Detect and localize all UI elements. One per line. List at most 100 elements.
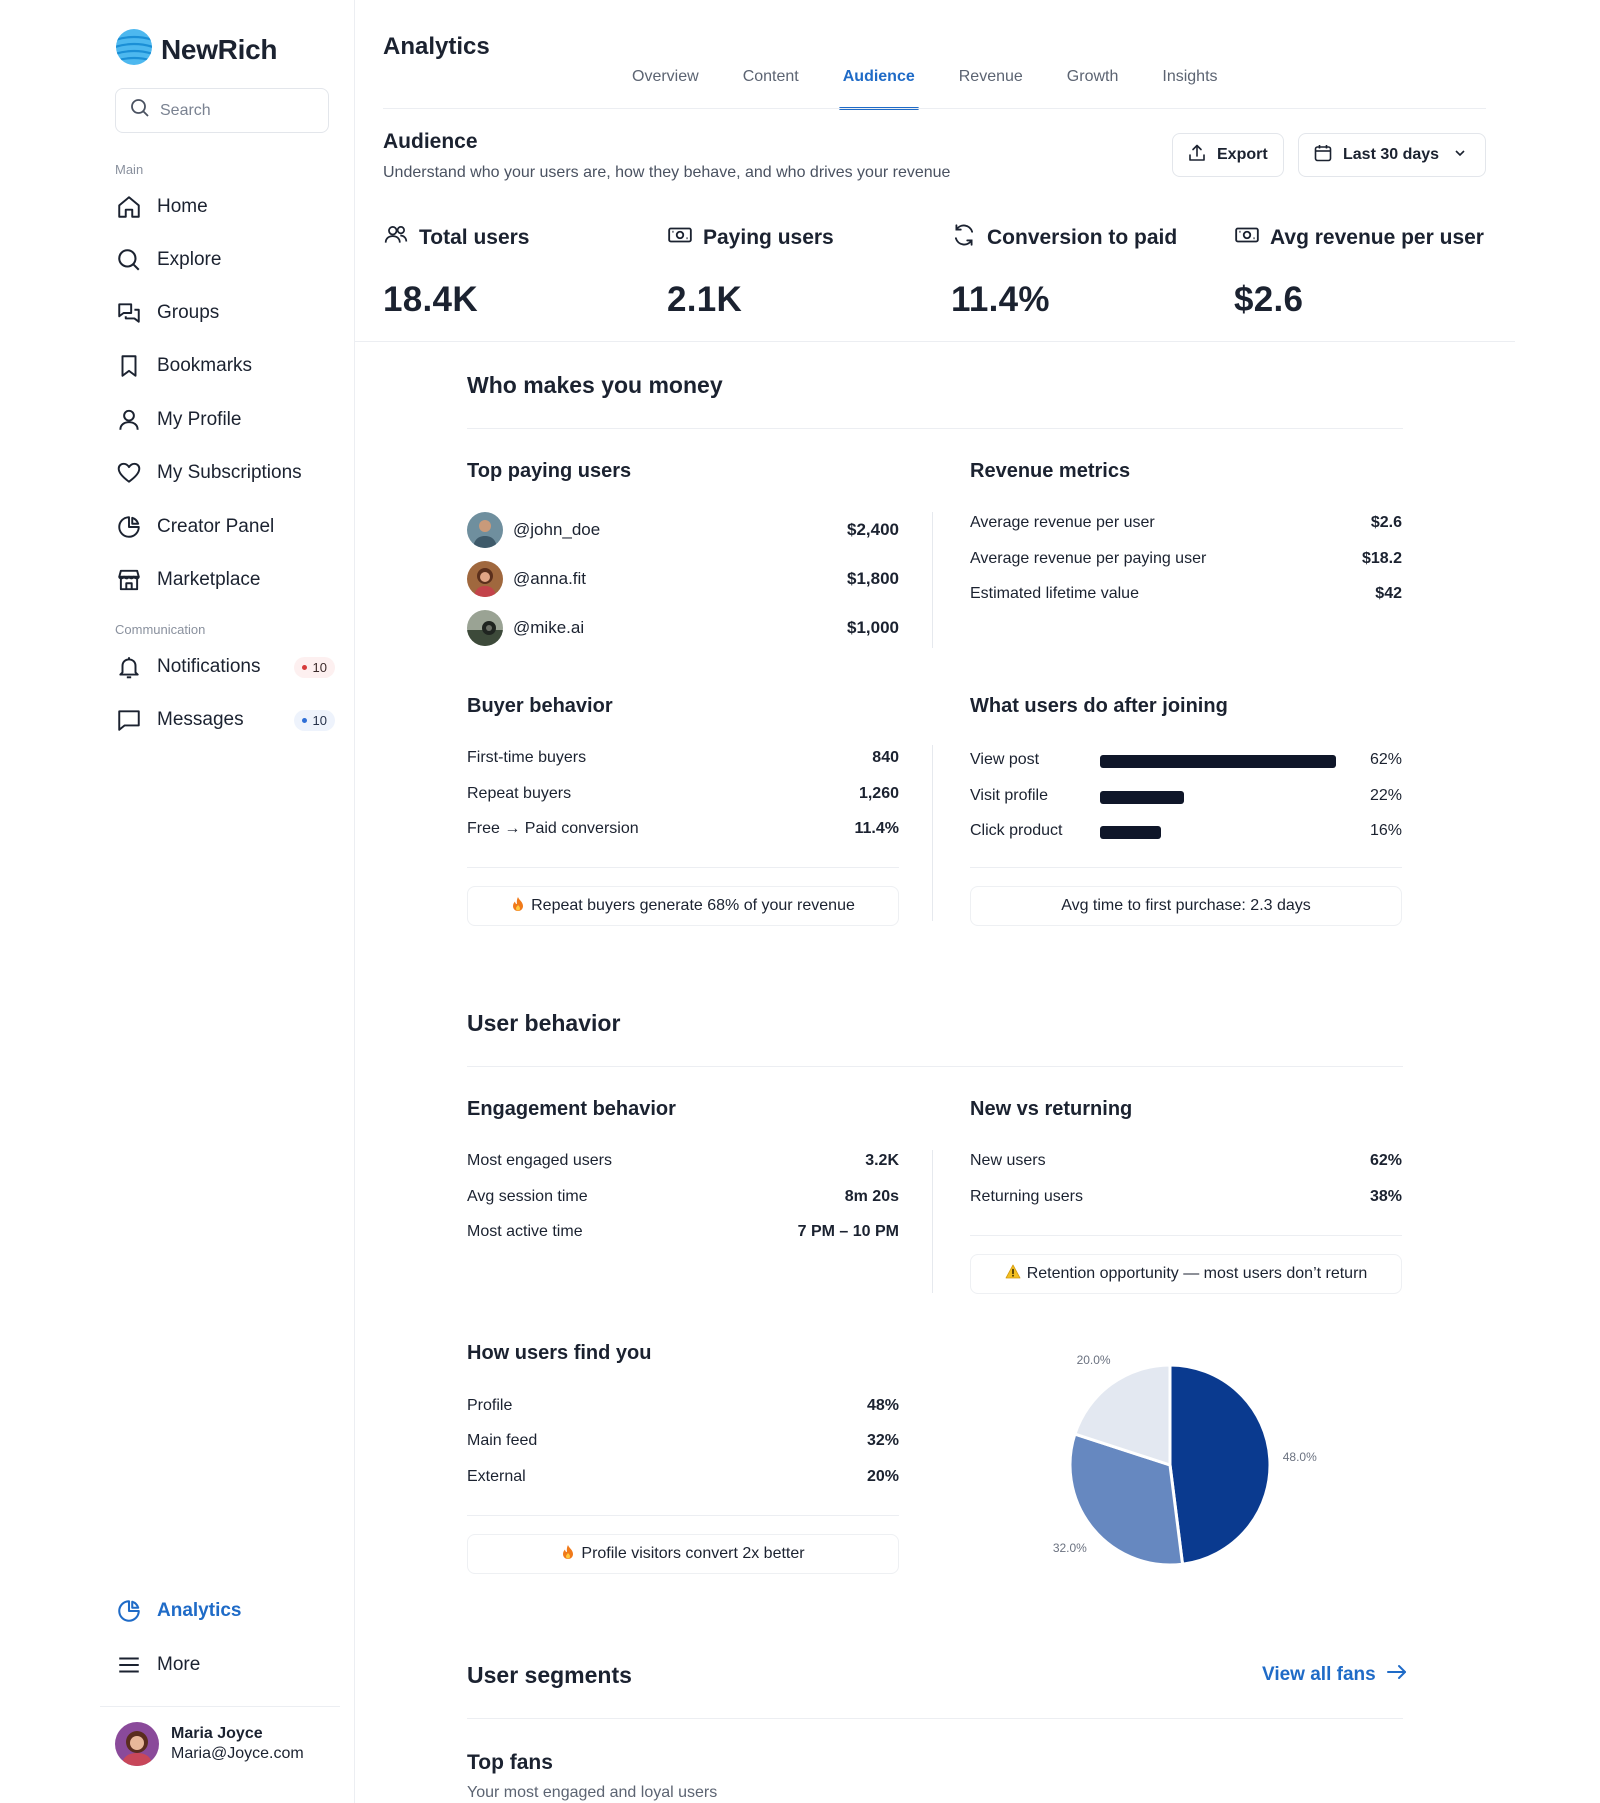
kpi-total-users: Total users 18.4K — [383, 222, 529, 320]
kpi-paying-users: Paying users 2.1K — [667, 222, 834, 320]
sidebar-item-more[interactable]: More — [115, 1649, 335, 1681]
top-fans-subtitle: Your most engaged and loyal users — [467, 1784, 718, 1801]
pie-icon — [115, 513, 143, 541]
sidebar-item-analytics[interactable]: Analytics — [115, 1595, 335, 1627]
cash-icon — [667, 222, 693, 254]
bell-icon — [115, 653, 143, 681]
audience-subtitle: Understand who your users are, how they … — [383, 164, 951, 181]
sidebar-item-bookmarks[interactable]: Bookmarks — [115, 350, 335, 382]
insight-callout: Retention opportunity — most users don’t… — [970, 1254, 1402, 1294]
sidebar-item-label: Analytics — [157, 1600, 242, 1621]
arrow-right-icon — [1386, 1664, 1408, 1686]
activity-row: View post 62% — [970, 751, 1402, 768]
analytics-icon — [115, 1597, 143, 1625]
new-vs-returning-title: New vs returning — [970, 1098, 1133, 1120]
sidebar-item-label: More — [157, 1654, 201, 1675]
audience-title: Audience — [383, 130, 478, 153]
top-fans-title: Top fans — [467, 1751, 553, 1774]
avatar — [467, 561, 503, 597]
money-title: Who makes you money — [467, 372, 723, 398]
user-icon — [115, 406, 143, 434]
list-item[interactable]: @anna.fit $1,800 — [467, 561, 899, 597]
metric-row: Profile 48% — [467, 1397, 899, 1414]
cash-icon — [1234, 222, 1260, 254]
sidebar-item-label: My Subscriptions — [157, 462, 302, 483]
brand[interactable]: NewRich — [115, 28, 277, 71]
revenue-metrics-title: Revenue metrics — [970, 460, 1131, 482]
divider — [467, 1718, 1403, 1719]
kpi-value: 18.4K — [383, 280, 478, 319]
divider — [355, 341, 1515, 342]
pie-label: 48.0% — [1283, 1450, 1317, 1464]
list-item[interactable]: @mike.ai $1,000 — [467, 610, 899, 646]
after-joining-title: What users do after joining — [970, 695, 1228, 717]
avatar — [467, 512, 503, 548]
notification-badge: 10 — [293, 656, 335, 678]
divider — [970, 1235, 1402, 1236]
user-card[interactable]: Maria Joyce Maria@Joyce.com — [115, 1722, 304, 1766]
chevron-down-icon — [1453, 146, 1467, 165]
sidebar-item-label: Marketplace — [157, 569, 261, 590]
kpi-avg-revenue: Avg revenue per user $2.6 — [1234, 222, 1484, 320]
sidebar-item-creator-panel[interactable]: Creator Panel — [115, 511, 335, 543]
segments-title: User segments — [467, 1662, 632, 1688]
metric-row: Repeat buyers 1,260 — [467, 785, 899, 802]
sidebar-item-notifications[interactable]: Notifications 10 — [115, 651, 335, 683]
sidebar-item-messages[interactable]: Messages 10 — [115, 704, 335, 736]
divider — [467, 1066, 1403, 1067]
sidebar-item-label: Messages — [157, 709, 244, 730]
search-icon — [115, 246, 143, 274]
upload-icon — [1187, 143, 1207, 168]
search-box[interactable] — [115, 88, 329, 133]
bookmark-icon — [115, 352, 143, 380]
sidebar-item-label: My Profile — [157, 409, 242, 430]
sidebar-item-home[interactable]: Home — [115, 191, 335, 223]
export-button[interactable]: Export — [1172, 133, 1284, 177]
kpi-label: Conversion to paid — [987, 226, 1178, 249]
list-item[interactable]: @john_doe $2,400 — [467, 512, 899, 548]
divider — [932, 1150, 933, 1293]
sidebar-item-explore[interactable]: Explore — [115, 244, 335, 276]
kpi-label: Avg revenue per user — [1270, 226, 1484, 249]
sidebar-item-groups[interactable]: Groups — [115, 297, 335, 329]
kpi-value: 11.4% — [951, 280, 1050, 319]
behavior-title: User behavior — [467, 1010, 621, 1036]
sidebar-item-label: Bookmarks — [157, 355, 253, 376]
pie-slice-main-feed — [1068, 1432, 1185, 1567]
sidebar-item-marketplace[interactable]: Marketplace — [115, 564, 335, 596]
avatar — [467, 610, 503, 646]
view-all-fans-link[interactable]: View all fans — [1262, 1664, 1408, 1686]
home-icon — [115, 193, 143, 221]
user-name: Maria Joyce — [171, 1725, 263, 1742]
buyer-behavior-title: Buyer behavior — [467, 695, 613, 717]
metric-row: Most engaged users 3.2K — [467, 1152, 899, 1169]
pie-chart-svg: 48.0% 32.0% 20.0% — [1053, 1353, 1317, 1567]
sidebar-item-my-profile[interactable]: My Profile — [115, 404, 335, 436]
metric-row: Most active time 7 PM – 10 PM — [467, 1223, 899, 1240]
activity-bar — [1100, 755, 1336, 768]
kpi-value: $2.6 — [1234, 280, 1304, 319]
refresh-icon — [951, 222, 977, 254]
store-icon — [115, 566, 143, 594]
tab-content[interactable]: Content — [742, 68, 799, 85]
tab-audience[interactable]: Audience — [821, 60, 937, 110]
sidebar-item-label: Explore — [157, 249, 222, 270]
insight-callout: Profile visitors convert 2x better — [467, 1534, 899, 1574]
tab-revenue[interactable]: Revenue — [958, 68, 1023, 85]
tabs: Overview Content Audience Revenue Growth… — [610, 60, 1240, 110]
sidebar-item-my-subscriptions[interactable]: My Subscriptions — [115, 457, 335, 489]
date-range-select[interactable]: Last 30 days — [1298, 133, 1486, 177]
tab-overview[interactable]: Overview — [632, 68, 699, 85]
divider — [467, 867, 899, 868]
search-icon — [130, 98, 150, 123]
divider — [467, 1515, 899, 1516]
divider — [467, 428, 1403, 429]
pie-label: 32.0% — [1053, 1541, 1087, 1555]
tab-growth[interactable]: Growth — [1066, 68, 1119, 85]
section-label-communication: Communication — [115, 622, 206, 637]
search-input[interactable] — [160, 101, 320, 120]
insight-callout: Repeat buyers generate 68% of your reven… — [467, 886, 899, 926]
tab-insights[interactable]: Insights — [1162, 68, 1218, 85]
pie-slice-external — [1073, 1363, 1172, 1468]
find-you-title: How users find you — [467, 1342, 652, 1364]
